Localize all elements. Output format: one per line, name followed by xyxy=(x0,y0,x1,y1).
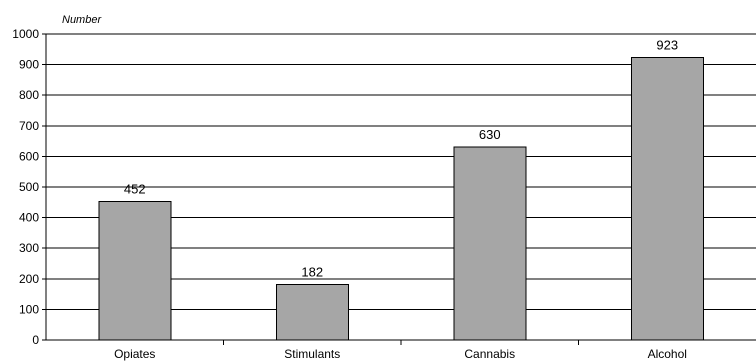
data-label: 452 xyxy=(124,182,146,197)
y-tick-label: 800 xyxy=(19,88,39,102)
x-tick-label: Opiates xyxy=(114,347,155,361)
y-tick-label: 0 xyxy=(32,333,39,347)
x-axis-ticks: Opiates Stimulants Cannabis Alcohol xyxy=(114,340,687,361)
bars xyxy=(98,57,704,341)
bar-alcohol xyxy=(630,57,704,341)
bar-cannabis xyxy=(453,146,527,341)
data-label: 923 xyxy=(656,38,678,53)
y-tick-label: 500 xyxy=(19,180,39,194)
x-tick-label: Cannabis xyxy=(464,347,515,361)
y-axis-label: Number xyxy=(62,14,102,26)
y-tick-label: 600 xyxy=(19,149,39,163)
y-tick-label: 400 xyxy=(19,211,39,225)
y-tick-label: 900 xyxy=(19,58,39,72)
y-tick-label: 100 xyxy=(19,302,39,316)
x-tick-label: Stimulants xyxy=(284,347,340,361)
y-tick-label: 700 xyxy=(19,119,39,133)
data-label: 182 xyxy=(301,264,323,279)
y-tick-label: 1000 xyxy=(12,27,39,41)
bar-stimulants xyxy=(275,283,349,341)
x-tick-label: Alcohol xyxy=(648,347,687,361)
y-tick-label: 300 xyxy=(19,241,39,255)
y-tick-label: 200 xyxy=(19,272,39,286)
data-labels: 452 182 630 923 xyxy=(124,38,678,280)
y-axis-ticks: 0 100 200 300 400 500 600 700 800 900 1000 xyxy=(12,27,46,347)
bar-opiates xyxy=(98,201,172,341)
data-label: 630 xyxy=(479,127,501,142)
